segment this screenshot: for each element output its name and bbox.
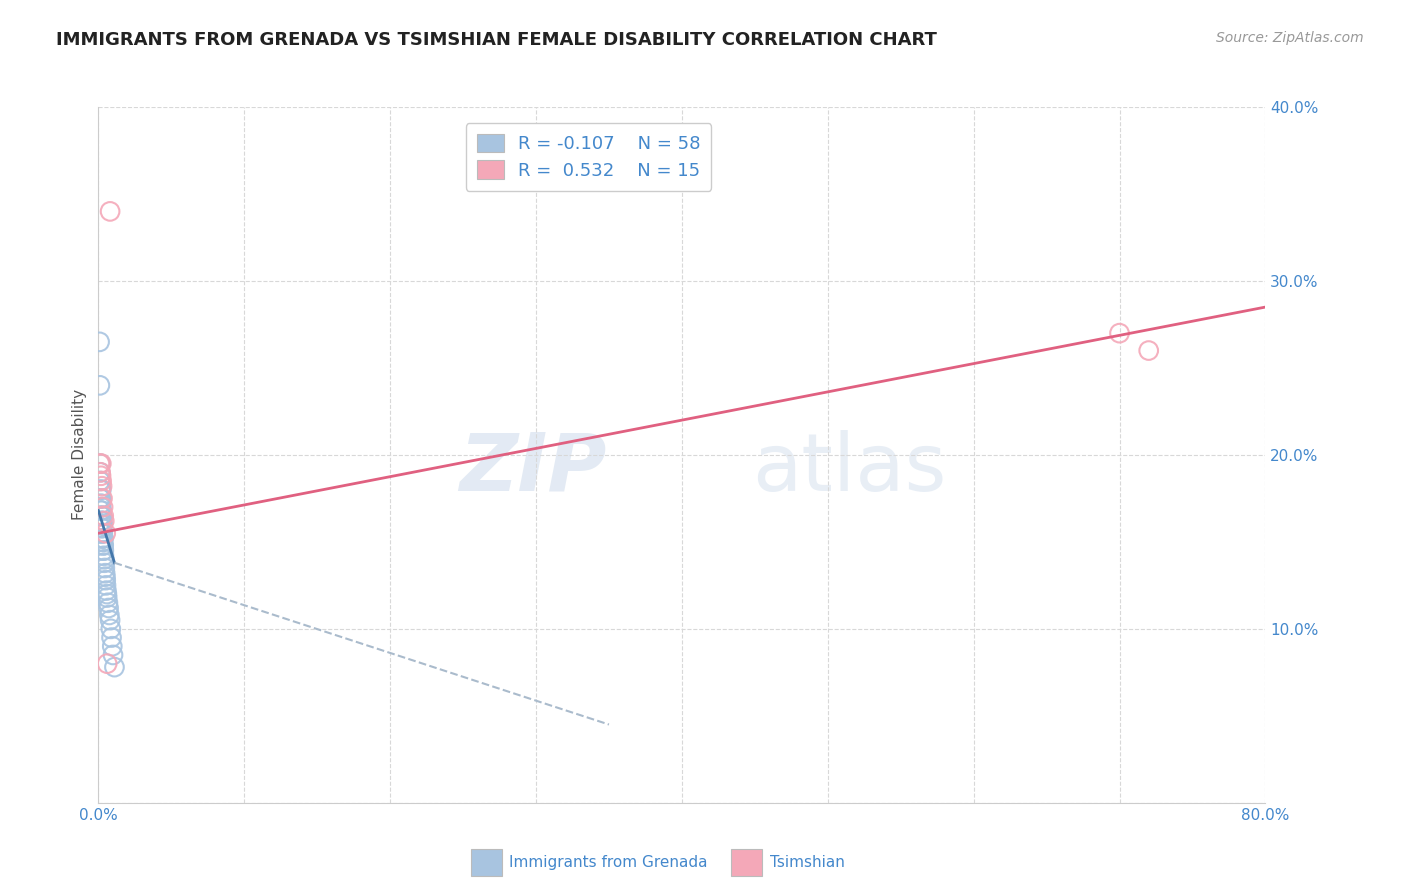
Point — [93, 543, 115, 558]
Point — [90, 500, 112, 514]
Point — [96, 657, 118, 671]
Point — [93, 543, 115, 558]
Text: Immigrants from Grenada: Immigrants from Grenada — [509, 855, 707, 870]
Point — [91, 514, 114, 528]
Point — [94, 566, 117, 581]
Y-axis label: Female Disability: Female Disability — [72, 389, 87, 521]
Point — [98, 613, 121, 627]
Point — [96, 583, 118, 598]
Point — [90, 514, 112, 528]
Point — [90, 457, 112, 471]
Point — [93, 552, 115, 566]
Point — [90, 508, 112, 523]
Point — [93, 532, 115, 546]
Point — [90, 521, 112, 535]
Point — [90, 466, 112, 480]
Point — [91, 526, 114, 541]
Point — [90, 491, 112, 506]
Point — [97, 601, 120, 615]
Text: IMMIGRANTS FROM GRENADA VS TSIMSHIAN FEMALE DISABILITY CORRELATION CHART: IMMIGRANTS FROM GRENADA VS TSIMSHIAN FEM… — [56, 31, 938, 49]
Point — [91, 532, 114, 546]
Point — [91, 479, 114, 493]
Point — [91, 534, 114, 549]
Point — [91, 532, 114, 546]
Text: atlas: atlas — [752, 430, 946, 508]
Point — [94, 573, 117, 587]
Point — [91, 526, 114, 541]
Point — [90, 503, 112, 517]
Point — [97, 596, 120, 610]
Point — [89, 334, 111, 349]
Legend: R = -0.107    N = 58, R =  0.532    N = 15: R = -0.107 N = 58, R = 0.532 N = 15 — [465, 123, 711, 191]
Point — [98, 607, 121, 622]
Point — [90, 517, 112, 532]
Point — [93, 508, 115, 523]
Point — [90, 503, 112, 517]
Point — [91, 517, 114, 532]
Point — [1108, 326, 1130, 340]
Text: Tsimshian: Tsimshian — [770, 855, 845, 870]
Point — [93, 514, 115, 528]
Point — [90, 468, 112, 483]
Point — [89, 474, 111, 488]
Point — [103, 660, 125, 674]
Point — [90, 497, 112, 511]
Point — [91, 500, 114, 514]
Point — [90, 521, 112, 535]
Point — [94, 526, 117, 541]
Point — [94, 570, 117, 584]
Point — [100, 631, 122, 645]
Point — [100, 622, 122, 636]
Point — [91, 521, 114, 535]
Point — [89, 457, 111, 471]
Text: Source: ZipAtlas.com: Source: ZipAtlas.com — [1216, 31, 1364, 45]
Point — [93, 549, 115, 563]
Point — [1137, 343, 1160, 358]
Point — [101, 648, 124, 662]
Point — [94, 578, 117, 592]
Point — [93, 556, 115, 570]
Point — [90, 483, 112, 497]
Point — [91, 534, 114, 549]
Point — [89, 491, 111, 506]
Point — [90, 514, 112, 528]
Point — [90, 457, 112, 471]
Point — [89, 378, 111, 392]
Point — [96, 591, 118, 605]
Point — [89, 466, 111, 480]
Point — [98, 204, 121, 219]
Point — [101, 639, 124, 653]
Point — [90, 508, 112, 523]
Point — [90, 483, 112, 497]
Point — [91, 538, 114, 552]
Point — [96, 587, 118, 601]
Point — [93, 538, 115, 552]
Point — [90, 508, 112, 523]
Point — [94, 561, 117, 575]
Point — [90, 474, 112, 488]
Point — [90, 526, 112, 541]
Text: ZIP: ZIP — [458, 430, 606, 508]
Point — [91, 526, 114, 541]
Point — [91, 491, 114, 506]
Point — [90, 491, 112, 506]
